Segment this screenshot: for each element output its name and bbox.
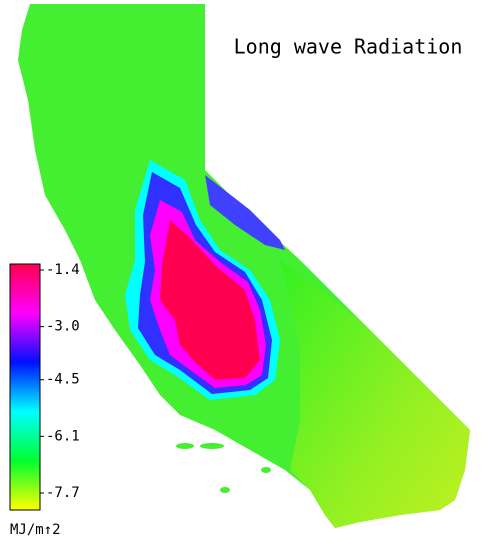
island <box>220 487 230 493</box>
island <box>176 443 194 449</box>
sierra-patches <box>205 175 285 250</box>
map-title: Long wave Radiation <box>234 35 463 59</box>
california-map <box>18 4 470 528</box>
island <box>261 467 271 473</box>
colorbar-tick-label: -7.7 <box>46 485 80 501</box>
valley-core <box>160 220 260 380</box>
colorbar-tick-label: -4.5 <box>46 372 80 388</box>
colorbar-tick-label: -1.4 <box>46 262 80 278</box>
colorbar-tick-label: -3.0 <box>46 319 80 335</box>
island <box>200 443 224 449</box>
colorbar <box>9 263 41 511</box>
colorbar-tick-label: -6.1 <box>46 428 80 444</box>
colorbar-unit: MJ/m↑2 <box>10 522 61 538</box>
southern-region <box>280 260 470 528</box>
